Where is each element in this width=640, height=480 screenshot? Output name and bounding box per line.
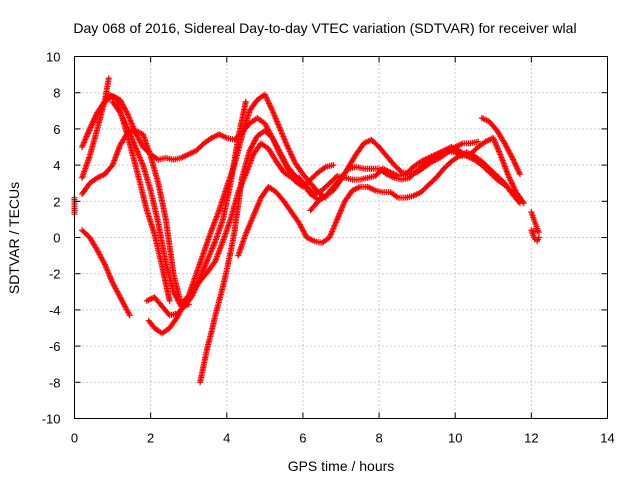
y-tick-label: 0 <box>53 231 60 246</box>
y-tick-label: -10 <box>42 412 61 427</box>
x-tick-label: 0 <box>71 431 78 446</box>
x-tick-label: 12 <box>524 431 538 446</box>
data-series <box>528 209 542 245</box>
data-series <box>197 127 527 386</box>
x-tick-label: 2 <box>147 431 154 446</box>
data-point <box>166 297 173 304</box>
chart-title: Day 068 of 2016, Sidereal Day-to-day VTE… <box>73 20 576 36</box>
data-point-fill <box>332 174 339 181</box>
data-series <box>109 98 192 310</box>
axis-ticks: 0 2 4 6 8 10 12 14 -10 -8 -6 -4 -2 0 2 4 6 8 10 <box>42 50 615 446</box>
data-series <box>79 75 112 181</box>
y-axis-label: SDTVAR / TECUs <box>6 182 22 294</box>
data-series <box>145 140 523 337</box>
y-tick-label: -6 <box>49 339 61 354</box>
data-point <box>105 75 112 82</box>
data-point-fill <box>397 168 404 175</box>
y-tick-label: 8 <box>53 86 60 101</box>
data-series <box>235 149 523 259</box>
x-tick-label: 14 <box>600 431 614 446</box>
x-tick-label: 8 <box>375 431 382 446</box>
data-point <box>475 138 482 145</box>
data-series <box>478 115 523 178</box>
y-tick-label: 10 <box>46 50 60 65</box>
data-series <box>79 227 133 319</box>
data-layer <box>71 75 542 386</box>
data-point <box>535 234 542 241</box>
data-point <box>185 301 192 308</box>
y-tick-label: -8 <box>49 375 61 390</box>
data-point <box>126 312 133 319</box>
data-point <box>516 200 523 207</box>
data-point <box>330 162 337 169</box>
x-tick-label: 10 <box>448 431 462 446</box>
y-tick-label: -4 <box>49 303 61 318</box>
data-point <box>242 98 249 105</box>
data-point <box>516 171 523 178</box>
y-tick-label: 4 <box>53 158 60 173</box>
y-tick-label: -2 <box>49 267 61 282</box>
x-axis-label: GPS time / hours <box>288 458 395 474</box>
x-tick-label: 6 <box>299 431 306 446</box>
data-point-fill <box>515 198 522 205</box>
data-series <box>307 136 482 214</box>
y-tick-label: 2 <box>53 194 60 209</box>
x-tick-label: 4 <box>223 431 230 446</box>
y-tick-label: 6 <box>53 122 60 137</box>
